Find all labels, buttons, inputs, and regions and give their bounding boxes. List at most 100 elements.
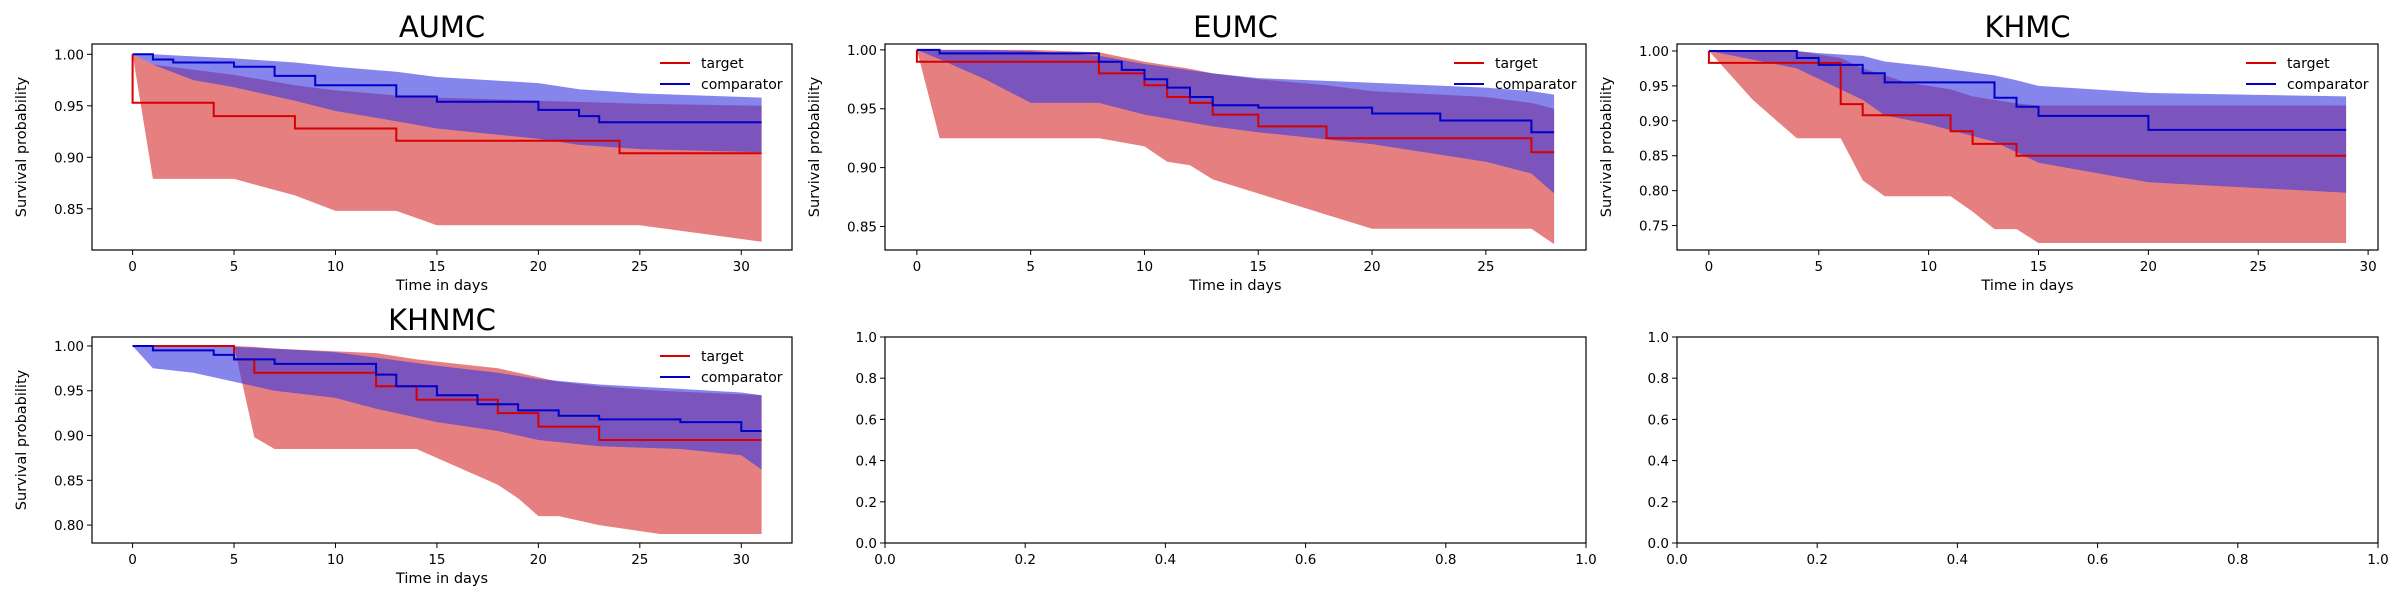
x-tick-label: 20 bbox=[530, 552, 547, 568]
y-tick-label: 0.8 bbox=[1648, 371, 1669, 387]
x-tick-label: 20 bbox=[530, 259, 547, 275]
x-tick-label: 15 bbox=[428, 552, 445, 568]
y-tick-label: 0.2 bbox=[856, 495, 877, 511]
y-tick-label: 1.00 bbox=[847, 43, 877, 59]
y-tick-label: 0.80 bbox=[1639, 184, 1669, 200]
y-axis-label: Survival probability bbox=[14, 369, 30, 510]
panel-2: 0 5 10 15 20 25 30 0.75 0.80 0.85 0.90 0.95 1.00 KHMC… bbox=[1599, 10, 2379, 294]
x-tick-label: 5 bbox=[230, 552, 239, 568]
y-tick-label: 0.4 bbox=[1648, 454, 1669, 470]
axes-frame bbox=[1676, 43, 2379, 251]
x-axis-label: Time in days bbox=[1188, 278, 1281, 294]
y-tick-label: 1.00 bbox=[54, 339, 84, 355]
comparator-survival-line bbox=[916, 48, 1555, 134]
x-tick-label: 25 bbox=[1477, 259, 1494, 275]
x-tick-label: 5 bbox=[1026, 259, 1035, 275]
x-tick-label: 0.6 bbox=[2087, 552, 2108, 568]
comparator-confidence-band bbox=[1708, 51, 2347, 193]
y-tick-label: 1.00 bbox=[54, 47, 84, 63]
y-tick-label: 0.4 bbox=[856, 454, 877, 470]
panel-title: EUMC bbox=[1193, 10, 1278, 44]
x-tick-label: 25 bbox=[631, 552, 648, 568]
y-tick-label: 0.90 bbox=[1639, 114, 1669, 130]
x-tick-label: 0 bbox=[913, 259, 922, 275]
comparator-confidence-band bbox=[132, 54, 762, 153]
y-tick-label: 0.0 bbox=[1648, 536, 1669, 552]
comparator-legend-label: comparator bbox=[1495, 77, 1577, 93]
y-tick-label: 0.95 bbox=[847, 102, 877, 118]
x-axis-label: Time in days bbox=[395, 278, 488, 294]
x-tick-label: 10 bbox=[327, 552, 344, 568]
x-tick-label: 0.0 bbox=[874, 552, 895, 568]
axes-frame bbox=[91, 43, 793, 251]
x-tick-label: 1.0 bbox=[1575, 552, 1596, 568]
target-confidence-band bbox=[132, 54, 762, 242]
comparator-legend-label: comparator bbox=[701, 77, 783, 93]
target-legend-label: target bbox=[2287, 56, 2330, 72]
y-tick-label: 0.95 bbox=[1639, 79, 1669, 95]
panel-5: 0.0 0.2 0.4 0.6 0.8 1.0 0.0 0.2 0.4 0.6 0.8 1.0 bbox=[1648, 330, 2389, 568]
x-tick-label: 30 bbox=[733, 259, 750, 275]
y-tick-label: 0.90 bbox=[847, 161, 877, 177]
target-survival-line bbox=[915, 49, 1555, 154]
target-legend-label: target bbox=[1495, 56, 1538, 72]
x-axis-label: Time in days bbox=[395, 571, 488, 587]
x-tick-label: 10 bbox=[1136, 259, 1153, 275]
y-tick-label: 0.2 bbox=[1648, 495, 1669, 511]
x-tick-label: 30 bbox=[733, 552, 750, 568]
target-legend-label: target bbox=[701, 56, 744, 72]
panel-3: 0 5 10 15 20 25 30 0.80 0.85 0.90 0.95 1.00 KHNMC Tim… bbox=[14, 303, 793, 587]
y-tick-label: 0.95 bbox=[54, 384, 84, 400]
x-tick-label: 30 bbox=[2360, 259, 2377, 275]
y-tick-label: 0.6 bbox=[856, 412, 877, 428]
x-tick-label: 0.4 bbox=[1947, 552, 1968, 568]
y-tick-label: 0.80 bbox=[54, 518, 84, 534]
x-tick-label: 0 bbox=[128, 259, 137, 275]
x-tick-label: 15 bbox=[428, 259, 445, 275]
x-tick-label: 0.2 bbox=[1014, 552, 1035, 568]
y-tick-label: 0.95 bbox=[54, 99, 84, 115]
comparator-legend-label: comparator bbox=[701, 370, 783, 386]
axes-frame bbox=[1676, 336, 2379, 544]
x-tick-label: 25 bbox=[631, 259, 648, 275]
x-tick-label: 20 bbox=[2140, 259, 2157, 275]
legend: target comparator bbox=[1454, 56, 1577, 93]
x-tick-label: 25 bbox=[2250, 259, 2267, 275]
comparator-survival-line bbox=[132, 345, 762, 432]
y-axis-label: Survival probability bbox=[807, 76, 823, 217]
panel-title: AUMC bbox=[399, 10, 485, 44]
x-tick-label: 0.2 bbox=[1806, 552, 1827, 568]
y-tick-label: 0.8 bbox=[856, 371, 877, 387]
x-tick-label: 5 bbox=[1814, 259, 1823, 275]
y-tick-label: 0.85 bbox=[1639, 149, 1669, 165]
plot-area bbox=[915, 48, 1555, 245]
target-legend-label: target bbox=[701, 349, 744, 365]
x-tick-label: 10 bbox=[1920, 259, 1937, 275]
panel-title: KHNMC bbox=[388, 303, 496, 337]
y-tick-label: 1.00 bbox=[1639, 44, 1669, 60]
y-tick-label: 0.90 bbox=[54, 429, 84, 445]
x-tick-label: 10 bbox=[327, 259, 344, 275]
x-tick-label: 0.6 bbox=[1295, 552, 1316, 568]
comparator-survival-line bbox=[1708, 50, 2347, 131]
y-axis-label: Survival probability bbox=[1599, 76, 1615, 217]
y-tick-label: 1.0 bbox=[1648, 330, 1669, 346]
y-tick-label: 0.85 bbox=[54, 202, 84, 218]
x-tick-label: 15 bbox=[2030, 259, 2047, 275]
y-axis-label: Survival probability bbox=[14, 76, 30, 217]
y-tick-label: 0.0 bbox=[856, 536, 877, 552]
legend: target comparator bbox=[660, 349, 783, 386]
panel-1: 0 5 10 15 20 25 0.85 0.90 0.95 1.00 EUMC Time in da… bbox=[807, 10, 1587, 294]
y-tick-label: 0.85 bbox=[54, 473, 84, 489]
x-axis-label: Time in days bbox=[1980, 278, 2073, 294]
comparator-legend-label: comparator bbox=[2287, 77, 2369, 93]
x-tick-label: 1.0 bbox=[2367, 552, 2388, 568]
comparator-confidence-band bbox=[132, 346, 762, 470]
y-tick-label: 1.0 bbox=[856, 330, 877, 346]
y-tick-label: 0.85 bbox=[847, 219, 877, 235]
target-survival-line bbox=[131, 54, 762, 155]
legend: target comparator bbox=[660, 56, 783, 93]
panel-title: KHMC bbox=[1984, 10, 2070, 44]
y-tick-label: 0.75 bbox=[1639, 219, 1669, 235]
